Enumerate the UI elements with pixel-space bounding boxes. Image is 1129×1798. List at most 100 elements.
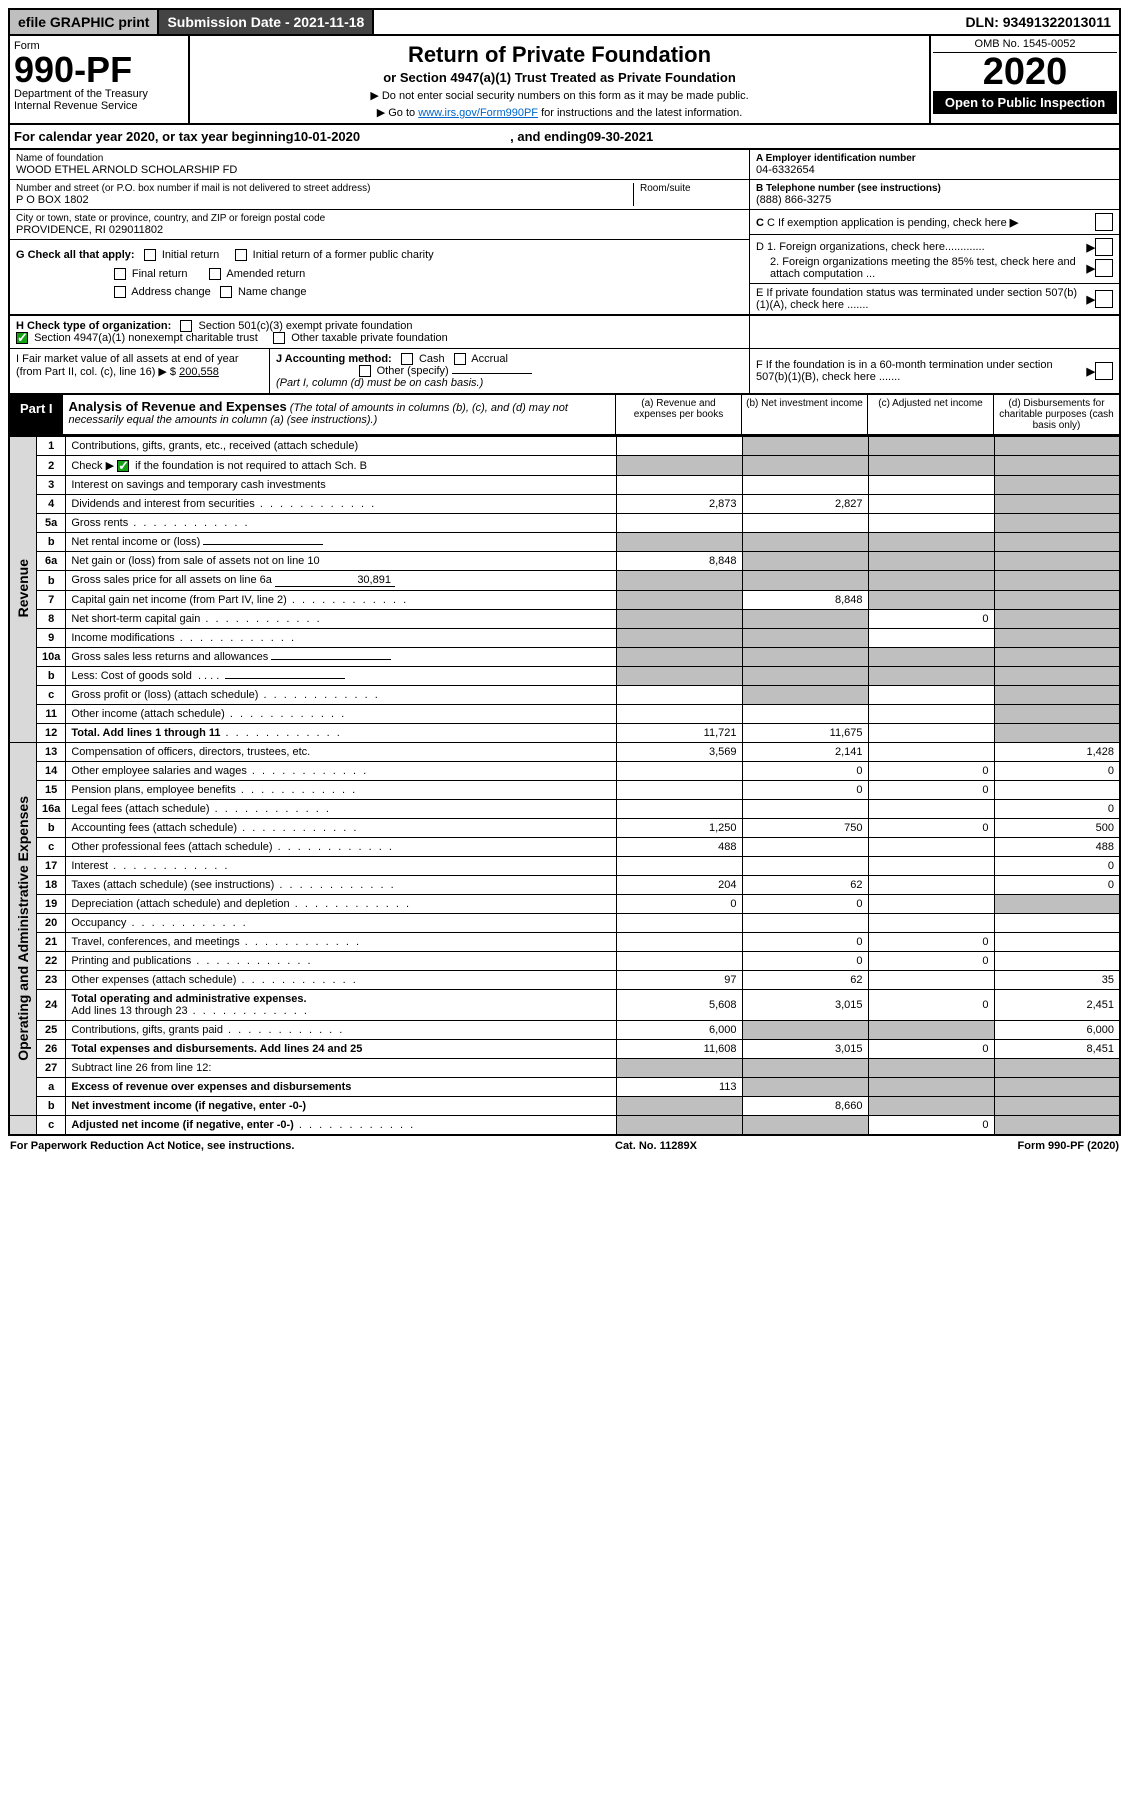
- table-row: cAdjusted net income (if negative, enter…: [9, 1116, 1120, 1136]
- irs-link[interactable]: www.irs.gov/Form990PF: [418, 107, 538, 119]
- checkbox-initial[interactable]: [144, 249, 156, 261]
- table-row: 14Other employee salaries and wages000: [9, 762, 1120, 781]
- table-row: 12Total. Add lines 1 through 1111,72111,…: [9, 724, 1120, 743]
- form-number: 990-PF: [14, 52, 184, 88]
- table-row: 10aGross sales less returns and allowanc…: [9, 648, 1120, 667]
- table-row: bAccounting fees (attach schedule)1,2507…: [9, 819, 1120, 838]
- checkbox-d2[interactable]: [1095, 259, 1113, 277]
- table-row: Operating and Administrative Expenses 13…: [9, 743, 1120, 762]
- checkbox-f[interactable]: [1095, 362, 1113, 380]
- table-row: bNet investment income (if negative, ent…: [9, 1097, 1120, 1116]
- room-label: Room/suite: [640, 183, 743, 194]
- open-public-label: Open to Public Inspection: [933, 91, 1117, 114]
- e-label: E If private foundation status was termi…: [756, 287, 1087, 311]
- col-a-header: (a) Revenue and expenses per books: [615, 395, 741, 434]
- table-row: 26Total expenses and disbursements. Add …: [9, 1040, 1120, 1059]
- part1-table: Revenue 1Contributions, gifts, grants, e…: [8, 436, 1121, 1136]
- table-row: 2Check ▶ if the foundation is not requir…: [9, 456, 1120, 476]
- table-row: 16aLegal fees (attach schedule)0: [9, 800, 1120, 819]
- c-label: C If exemption application is pending, c…: [767, 217, 1007, 229]
- form-header: Form 990-PF Department of the Treasury I…: [8, 36, 1121, 125]
- section-i-j-f: I Fair market value of all assets at end…: [8, 348, 1121, 395]
- irs-label: Internal Revenue Service: [14, 100, 184, 112]
- part1-tag: Part I: [10, 395, 63, 434]
- checkbox-accrual[interactable]: [454, 353, 466, 365]
- cat-no: Cat. No. 11289X: [615, 1140, 697, 1152]
- ein-label: A Employer identification number: [756, 153, 916, 164]
- table-row: 9Income modifications: [9, 629, 1120, 648]
- col-b-header: (b) Net investment income: [741, 395, 867, 434]
- tax-year: 2020: [933, 53, 1117, 91]
- note-ssn: ▶ Do not enter social security numbers o…: [194, 89, 925, 102]
- table-row: 4Dividends and interest from securities2…: [9, 495, 1120, 514]
- table-row: Revenue 1Contributions, gifts, grants, e…: [9, 437, 1120, 456]
- table-row: 23Other expenses (attach schedule)976235: [9, 971, 1120, 990]
- checkbox-name-change[interactable]: [220, 286, 232, 298]
- table-row: 6aNet gain or (loss) from sale of assets…: [9, 552, 1120, 571]
- table-row: 27Subtract line 26 from line 12:: [9, 1059, 1120, 1078]
- address-label: Number and street (or P.O. box number if…: [16, 183, 633, 194]
- table-row: bLess: Cost of goods sold . . . .: [9, 667, 1120, 686]
- checkbox-schb[interactable]: [117, 460, 129, 472]
- table-row: 21Travel, conferences, and meetings00: [9, 933, 1120, 952]
- fmv-value: 200,558: [179, 366, 219, 378]
- table-row: 24Total operating and administrative exp…: [9, 990, 1120, 1021]
- checkbox-amended[interactable]: [209, 268, 221, 280]
- table-row: aExcess of revenue over expenses and dis…: [9, 1078, 1120, 1097]
- paperwork-notice: For Paperwork Reduction Act Notice, see …: [10, 1140, 294, 1152]
- checkbox-address-change[interactable]: [114, 286, 126, 298]
- checkbox-e[interactable]: [1095, 290, 1113, 308]
- table-row: 8Net short-term capital gain0: [9, 610, 1120, 629]
- table-row: 3Interest on savings and temporary cash …: [9, 476, 1120, 495]
- part1-header: Part I Analysis of Revenue and Expenses …: [8, 395, 1121, 436]
- checkbox-other-method[interactable]: [359, 365, 371, 377]
- efile-label[interactable]: efile GRAPHIC print: [10, 10, 159, 34]
- form-title: Return of Private Foundation: [194, 42, 925, 68]
- year-begin: 10-01-2020: [294, 129, 361, 144]
- form-subtitle: or Section 4947(a)(1) Trust Treated as P…: [194, 70, 925, 85]
- checkbox-4947[interactable]: [16, 332, 28, 344]
- d2-label: 2. Foreign organizations meeting the 85%…: [756, 256, 1087, 280]
- checkbox-501c3[interactable]: [180, 320, 192, 332]
- city-label: City or town, state or province, country…: [16, 213, 743, 224]
- city: PROVIDENCE, RI 029011802: [16, 224, 743, 236]
- page-footer: For Paperwork Reduction Act Notice, see …: [8, 1136, 1121, 1156]
- table-row: 17Interest0: [9, 857, 1120, 876]
- ein: 04-6332654: [756, 164, 1113, 176]
- checkbox-initial-former[interactable]: [235, 249, 247, 261]
- checkbox-d1[interactable]: [1095, 238, 1113, 256]
- foundation-name: WOOD ETHEL ARNOLD SCHOLARSHIP FD: [16, 164, 743, 176]
- address: P O BOX 1802: [16, 194, 633, 206]
- table-row: 11Other income (attach schedule): [9, 705, 1120, 724]
- table-row: 5aGross rents: [9, 514, 1120, 533]
- col-d-header: (d) Disbursements for charitable purpose…: [993, 395, 1119, 434]
- table-row: bGross sales price for all assets on lin…: [9, 571, 1120, 591]
- top-bar: efile GRAPHIC print Submission Date - 20…: [8, 8, 1121, 36]
- table-row: 18Taxes (attach schedule) (see instructi…: [9, 876, 1120, 895]
- identity-block: Name of foundation WOOD ETHEL ARNOLD SCH…: [8, 150, 1121, 316]
- d1-label: D 1. Foreign organizations, check here..…: [756, 241, 1087, 253]
- section-h: H Check type of organization: Section 50…: [8, 316, 1121, 348]
- col-c-header: (c) Adjusted net income: [867, 395, 993, 434]
- note-link: ▶ Go to www.irs.gov/Form990PF for instru…: [194, 106, 925, 119]
- submission-date: Submission Date - 2021-11-18: [159, 10, 374, 34]
- year-end: 09-30-2021: [587, 129, 654, 144]
- checkbox-cash[interactable]: [401, 353, 413, 365]
- table-row: 19Depreciation (attach schedule) and dep…: [9, 895, 1120, 914]
- checkbox-other-taxable[interactable]: [273, 332, 285, 344]
- f-label: F If the foundation is in a 60-month ter…: [756, 359, 1087, 383]
- checkbox-final[interactable]: [114, 268, 126, 280]
- table-row: 25Contributions, gifts, grants paid6,000…: [9, 1021, 1120, 1040]
- form-ref: Form 990-PF (2020): [1018, 1140, 1119, 1152]
- table-row: cGross profit or (loss) (attach schedule…: [9, 686, 1120, 705]
- dept-label: Department of the Treasury: [14, 88, 184, 100]
- table-row: 7Capital gain net income (from Part IV, …: [9, 591, 1120, 610]
- checkbox-c[interactable]: [1095, 213, 1113, 231]
- phone: (888) 866-3275: [756, 194, 1113, 206]
- section-g: G Check all that apply: Initial return I…: [10, 240, 749, 308]
- table-row: bNet rental income or (loss): [9, 533, 1120, 552]
- calendar-year-row: For calendar year 2020, or tax year begi…: [8, 125, 1121, 150]
- phone-label: B Telephone number (see instructions): [756, 183, 941, 194]
- table-row: 20Occupancy: [9, 914, 1120, 933]
- dln-label: DLN: 93491322013011: [957, 10, 1119, 34]
